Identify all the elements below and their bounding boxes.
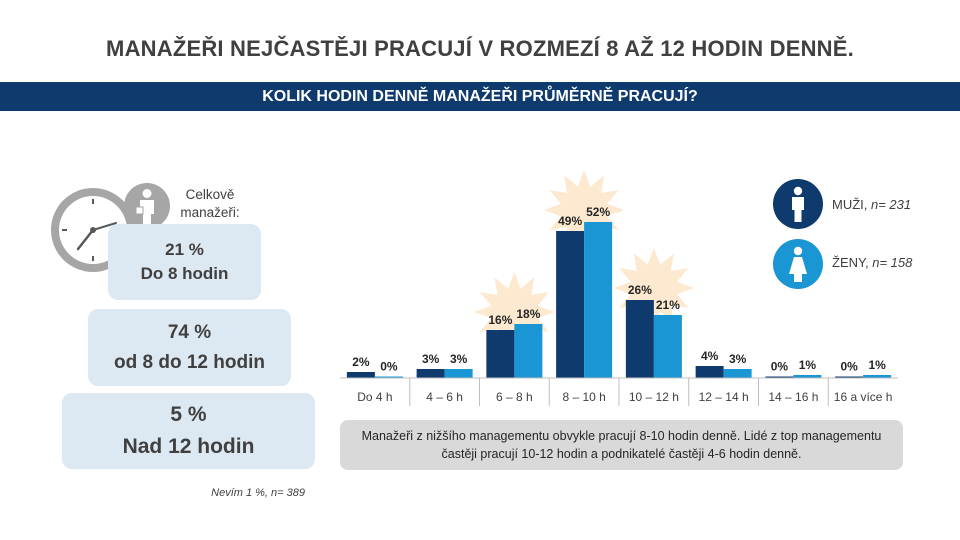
bar-women	[653, 315, 682, 378]
bar-men	[835, 376, 864, 378]
bar-men	[625, 300, 654, 378]
data-label-women: 21%	[656, 298, 680, 312]
data-label-men: 26%	[628, 283, 652, 297]
category-label: Do 4 h	[357, 390, 392, 404]
men-legend-icon	[773, 179, 823, 229]
data-label-men: 0%	[771, 360, 789, 374]
bar-men	[695, 366, 724, 378]
bar-men	[556, 231, 585, 378]
data-label-women: 3%	[450, 352, 468, 366]
data-label-women: 1%	[868, 358, 886, 372]
summary-value: 21 %	[165, 240, 204, 259]
category-label: 12 – 14 h	[699, 390, 749, 404]
bar-women	[863, 375, 892, 378]
summary-value: 5 %	[170, 403, 207, 426]
sample-footnote: Nevím 1 %, n= 389	[211, 487, 305, 499]
summary-box-over-12: 5 % Nad 12 hodin	[62, 393, 315, 469]
data-label-men: 3%	[422, 352, 440, 366]
summary-text: Do 8 hodin	[140, 264, 229, 283]
bar-women	[374, 376, 403, 378]
bar-men	[416, 369, 445, 378]
men-legend-label: MUŽI, n= 231	[832, 197, 912, 212]
data-label-women: 52%	[586, 205, 610, 219]
summary-text: Nad 12 hodin	[122, 435, 255, 458]
bar-men	[486, 330, 515, 378]
manager-person-icon	[124, 183, 170, 229]
category-label: 10 – 12 h	[629, 390, 679, 404]
category-label: 6 – 8 h	[496, 390, 533, 404]
category-label: 8 – 10 h	[562, 390, 605, 404]
total-managers-label: Celkově manažeři:	[180, 187, 240, 220]
data-label-men: 16%	[488, 313, 512, 327]
category-label: 16 a více h	[834, 390, 893, 404]
data-label-men: 49%	[558, 214, 582, 228]
data-label-men: 4%	[701, 349, 719, 363]
bar-women	[723, 369, 752, 378]
summary-box-8-to-12: 74 % od 8 do 12 hodin	[88, 309, 291, 386]
highlight-burst	[613, 248, 694, 328]
insight-note: Manažeři z nižšího managementu obvykle p…	[340, 420, 903, 470]
data-label-women: 3%	[729, 352, 747, 366]
data-label-women: 1%	[799, 358, 817, 372]
data-label-women: 0%	[380, 360, 398, 374]
women-legend-icon	[773, 239, 823, 289]
page-title: MANAŽEŘI NEJČASTĚJI PRACUJÍ V ROZMEZÍ 8 …	[106, 36, 854, 61]
summary-value: 74 %	[167, 321, 212, 343]
bar-women	[444, 369, 473, 378]
highlight-burst	[544, 170, 625, 250]
question-banner: KOLIK HODIN DENNĚ MANAŽEŘI PRŮMĚRNĚ PRAC…	[0, 82, 960, 111]
category-label: 14 – 16 h	[768, 390, 818, 404]
bar-women	[584, 222, 613, 378]
summary-text: od 8 do 12 hodin	[114, 351, 265, 373]
bar-men	[346, 372, 375, 378]
data-label-women: 18%	[516, 307, 540, 321]
data-label-men: 2%	[352, 355, 370, 369]
women-legend-label: ŽENY, n= 158	[832, 255, 913, 270]
category-label: 4 – 6 h	[426, 390, 463, 404]
bar-men	[765, 376, 794, 378]
data-label-men: 0%	[840, 360, 858, 374]
bar-women	[793, 375, 822, 378]
summary-box-under-8: 21 % Do 8 hodin	[108, 224, 261, 300]
highlight-burst	[474, 272, 555, 352]
bar-women	[514, 324, 543, 378]
